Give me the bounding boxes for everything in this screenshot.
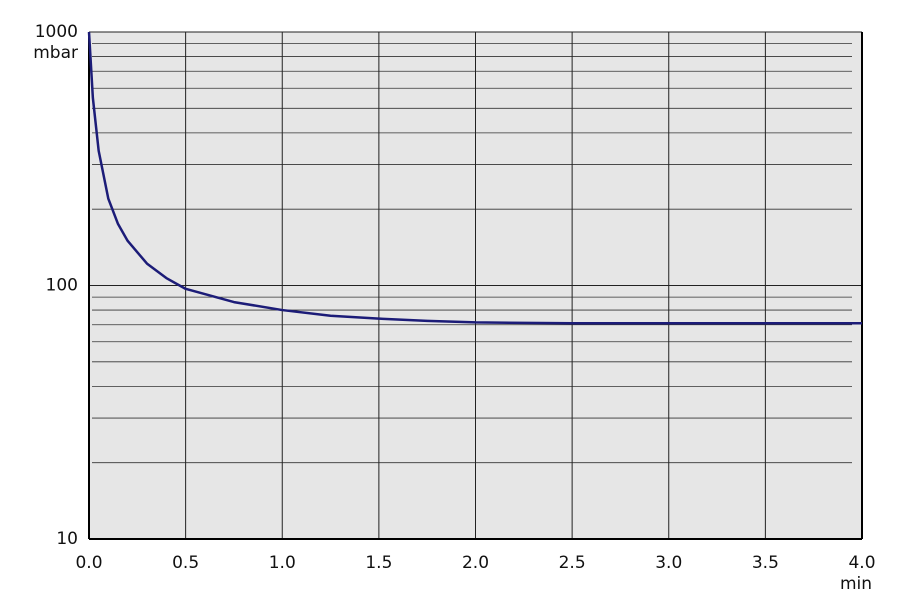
x-tick-label: 3.0: [655, 553, 682, 573]
x-tick-label: 0.0: [75, 553, 102, 573]
x-tick-label: 1.5: [365, 553, 392, 573]
y-tick-label: 10: [56, 529, 78, 549]
x-unit: min: [840, 574, 872, 594]
x-tick-label: 3.5: [752, 553, 779, 573]
y-unit: mbar: [33, 43, 78, 63]
x-tick-label: 0.5: [172, 553, 199, 573]
y-tick-label: 1000: [35, 22, 78, 42]
x-tick-label: 4.0: [848, 553, 875, 573]
x-tick-label: 2.0: [462, 553, 489, 573]
y-tick-label: 100: [46, 276, 78, 296]
x-tick-label: 1.0: [269, 553, 296, 573]
x-tick-label: 2.5: [559, 553, 586, 573]
data-line: [87, 31, 862, 325]
